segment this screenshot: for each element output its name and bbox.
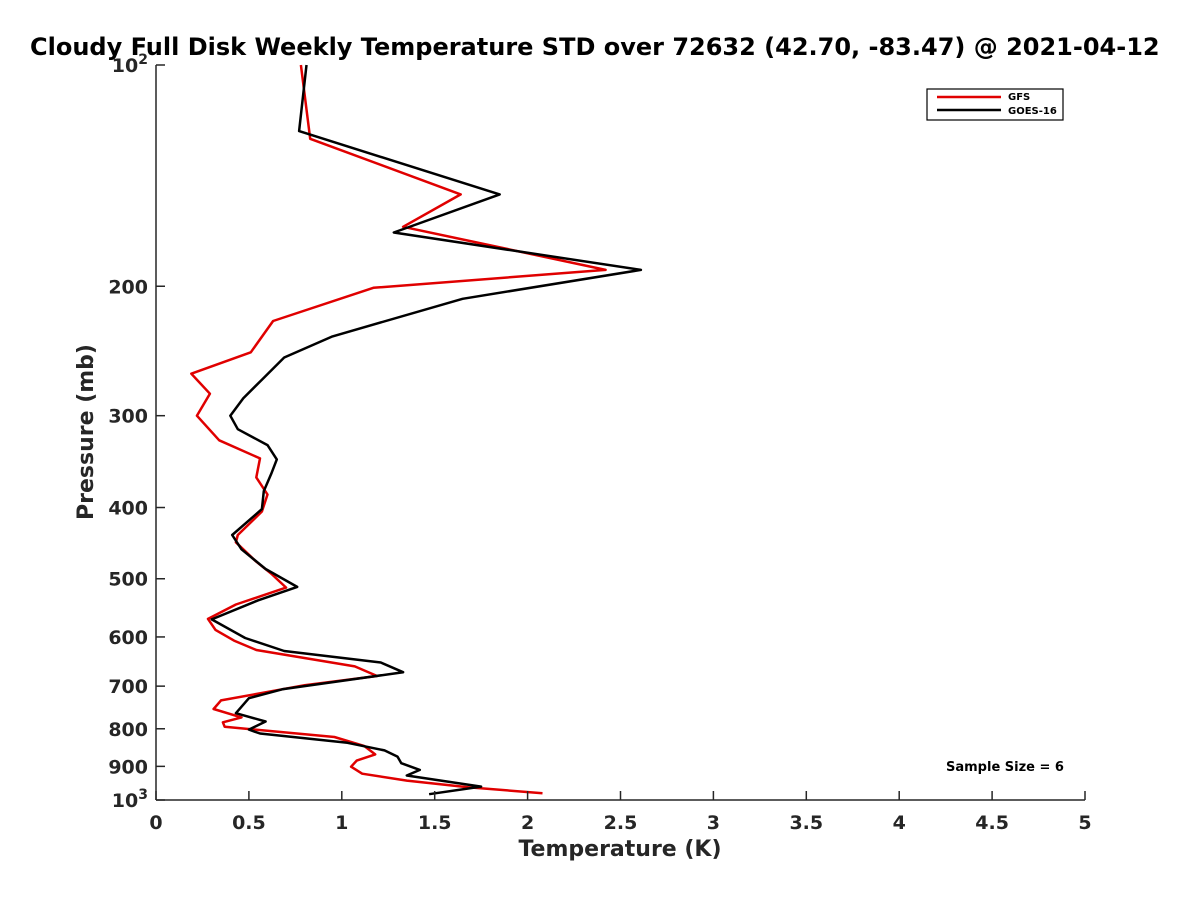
x-tick-label: 5	[1078, 812, 1091, 834]
y-tick-label: 800	[108, 719, 148, 741]
x-tick-label: 2	[521, 812, 534, 834]
series-line-gfs	[190, 64, 607, 795]
x-tick-label: 1	[335, 812, 348, 834]
y-tick-label: 900	[108, 756, 148, 778]
legend-label-goes16: GOES-16	[1008, 106, 1057, 117]
y-tick-label: 102	[112, 52, 148, 77]
x-axis-ticks: 0 0.5 1 1.5 2 2.5 3 3.5 4 4.5 5	[149, 791, 1092, 834]
sample-size-annotation: Sample Size = 6	[946, 760, 1064, 775]
legend-box	[926, 88, 1064, 121]
y-tick-label: 200	[108, 276, 148, 298]
y-axis-label: Pressure (mb)	[74, 344, 99, 520]
x-tick-label: 3.5	[789, 812, 823, 834]
x-tick-label: 3	[707, 812, 720, 834]
series-layer	[190, 64, 643, 796]
x-tick-label: 2.5	[604, 812, 638, 834]
legend-label-gfs: GFS	[1008, 92, 1030, 103]
x-tick-label: 0.5	[232, 812, 266, 834]
x-axis-label: Temperature (K)	[518, 837, 721, 862]
y-tick-label: 300	[108, 406, 148, 428]
series-line-goes16	[210, 64, 643, 796]
x-tick-label: 4.5	[975, 812, 1009, 834]
y-axis-ticks: 102 200 300 400 500 600 700 800 900 103	[108, 52, 165, 812]
x-tick-label: 4	[893, 812, 906, 834]
plot-area: 0 0.5 1 1.5 2 2.5 3 3.5 4 4.5 5 102 200 300 400 500 600…	[108, 52, 1091, 834]
y-tick-label: 600	[108, 627, 148, 649]
y-tick-label: 500	[108, 569, 148, 591]
chart-title: Cloudy Full Disk Weekly Temperature STD …	[30, 33, 1160, 61]
y-tick-label: 700	[108, 676, 148, 698]
x-tick-label: 0	[149, 812, 162, 834]
y-tick-label: 400	[108, 498, 148, 520]
y-tick-label: 103	[112, 787, 148, 812]
legend: GFS GOES-16	[926, 88, 1064, 121]
x-tick-label: 1.5	[418, 812, 452, 834]
